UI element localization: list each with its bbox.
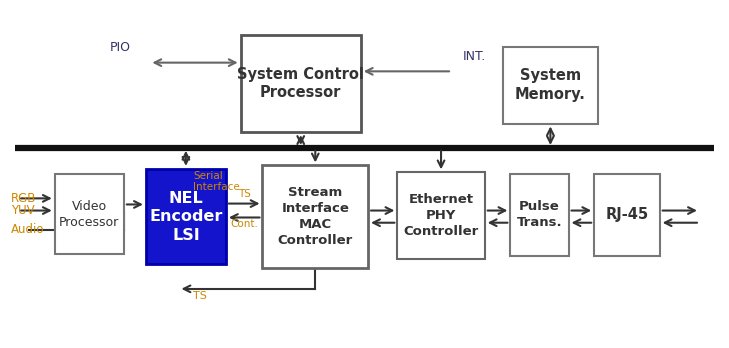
Text: Video
Processor: Video Processor (59, 199, 120, 229)
Bar (146, 169, 226, 264)
Bar (262, 165, 368, 268)
Text: Ethernet
PHY
Controller: Ethernet PHY Controller (403, 193, 479, 238)
Text: Pulse
Trans.: Pulse Trans. (517, 200, 562, 229)
Text: RJ-45: RJ-45 (605, 207, 649, 222)
Text: TS: TS (193, 291, 207, 301)
Text: PIO: PIO (110, 41, 130, 54)
Text: Audio: Audio (11, 223, 44, 236)
Text: RGB: RGB (11, 192, 36, 205)
Bar (397, 172, 485, 259)
Text: Stream
Interface
MAC
Controller: Stream Interface MAC Controller (278, 186, 353, 247)
Bar (503, 47, 598, 124)
Text: System Control
Processor: System Control Processor (237, 67, 364, 100)
Bar (594, 174, 660, 256)
Text: Serial
Interface: Serial Interface (193, 171, 240, 192)
Text: YUV: YUV (11, 204, 34, 217)
Bar (241, 35, 361, 132)
Bar (55, 174, 124, 254)
Text: Cont.: Cont. (230, 219, 258, 229)
Text: INT.: INT. (463, 50, 486, 63)
Text: TS: TS (238, 189, 251, 199)
Text: NEL
Encoder
LSI: NEL Encoder LSI (149, 191, 222, 243)
Text: System
Memory.: System Memory. (515, 69, 586, 102)
Bar (510, 174, 569, 256)
